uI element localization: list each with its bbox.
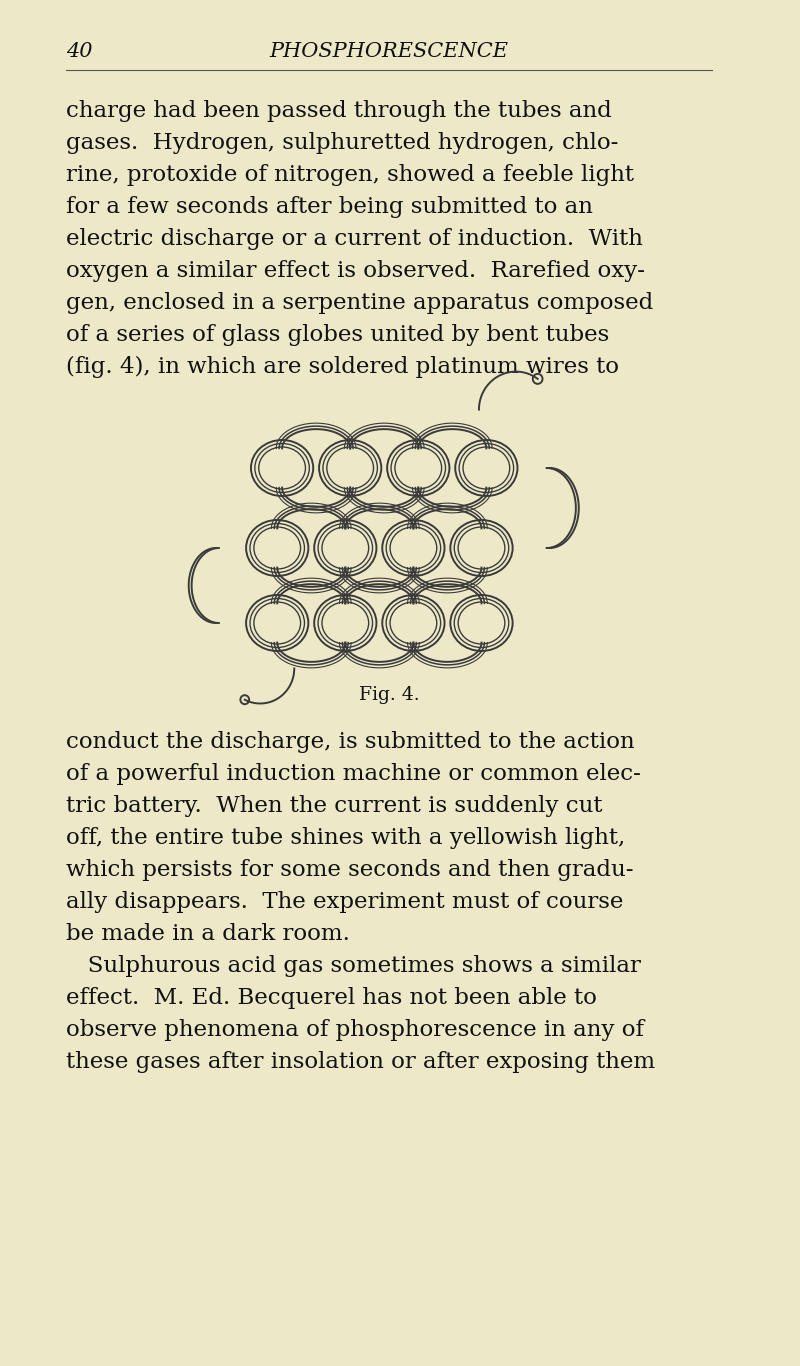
Text: of a powerful induction machine or common elec-: of a powerful induction machine or commo…	[66, 764, 641, 785]
Text: gases.  Hydrogen, sulphuretted hydrogen, chlo-: gases. Hydrogen, sulphuretted hydrogen, …	[66, 133, 618, 154]
Text: be made in a dark room.: be made in a dark room.	[66, 923, 350, 945]
Text: Fig. 4.: Fig. 4.	[358, 686, 419, 703]
Text: 40: 40	[66, 42, 93, 61]
Text: oxygen a similar effect is observed.  Rarefied oxy-: oxygen a similar effect is observed. Rar…	[66, 260, 645, 281]
Text: gen, enclosed in a serpentine apparatus composed: gen, enclosed in a serpentine apparatus …	[66, 292, 654, 314]
Text: observe phenomena of phosphorescence in any of: observe phenomena of phosphorescence in …	[66, 1019, 644, 1041]
Text: rine, protoxide of nitrogen, showed a feeble light: rine, protoxide of nitrogen, showed a fe…	[66, 164, 634, 186]
Text: ally disappears.  The experiment must of course: ally disappears. The experiment must of …	[66, 891, 623, 912]
Text: charge had been passed through the tubes and: charge had been passed through the tubes…	[66, 100, 612, 122]
Text: effect.  M. Ed. Becquerel has not been able to: effect. M. Ed. Becquerel has not been ab…	[66, 988, 597, 1009]
Text: electric discharge or a current of induction.  With: electric discharge or a current of induc…	[66, 228, 643, 250]
Text: Sulphurous acid gas sometimes shows a similar: Sulphurous acid gas sometimes shows a si…	[66, 955, 641, 977]
Text: for a few seconds after being submitted to an: for a few seconds after being submitted …	[66, 195, 593, 219]
Text: PHOSPHORESCENCE: PHOSPHORESCENCE	[270, 42, 509, 61]
Text: conduct the discharge, is submitted to the action: conduct the discharge, is submitted to t…	[66, 731, 634, 753]
Text: of a series of glass globes united by bent tubes: of a series of glass globes united by be…	[66, 324, 610, 346]
Text: which persists for some seconds and then gradu-: which persists for some seconds and then…	[66, 859, 634, 881]
Text: (fig. 4), in which are soldered platinum wires to: (fig. 4), in which are soldered platinum…	[66, 357, 619, 378]
Text: off, the entire tube shines with a yellowish light,: off, the entire tube shines with a yello…	[66, 826, 626, 850]
Text: these gases after insolation or after exposing them: these gases after insolation or after ex…	[66, 1050, 655, 1074]
Text: tric battery.  When the current is suddenly cut: tric battery. When the current is sudden…	[66, 795, 602, 817]
